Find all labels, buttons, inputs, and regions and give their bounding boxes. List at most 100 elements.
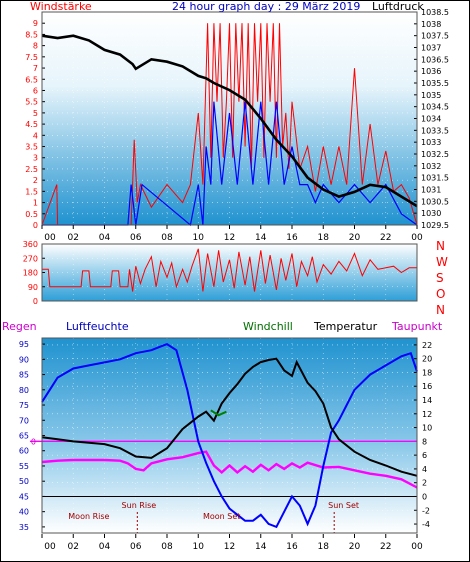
chart-3-layer: 35404550556065707580859095-4-20246810121… bbox=[19, 337, 432, 552]
chart3-x-label-0: 00 bbox=[44, 542, 56, 552]
chart1-x-label-11: 22 bbox=[380, 233, 391, 243]
chart1-left-tick-5: 2.5 bbox=[25, 165, 38, 174]
chart3-left-tick-5: 60 bbox=[19, 447, 29, 456]
chart3-left-tick-3: 50 bbox=[19, 477, 29, 486]
chart1-left-tick-15: 7.5 bbox=[25, 53, 38, 62]
humidity-line bbox=[41, 342, 418, 529]
chart1-left-tick-3: 1.5 bbox=[25, 187, 38, 196]
pressure-axis-title: Luftdruck bbox=[372, 0, 424, 13]
chart3-x-label-9: 18 bbox=[318, 542, 330, 552]
chart3-right-tick-11: 18 bbox=[422, 368, 432, 377]
chart1-right-tick-5: 1032 bbox=[421, 162, 441, 171]
chart3-x-label-7: 14 bbox=[255, 542, 267, 552]
chart1-left-tick-9: 4.5 bbox=[25, 120, 38, 129]
chart-2-layer: 0 90 180 270 360 bbox=[23, 240, 418, 306]
chart1-left-tick-2: 1 bbox=[33, 199, 38, 208]
moon-rise-label: Moon Rise bbox=[68, 512, 109, 521]
chart1-left-tick-6: 3 bbox=[33, 154, 38, 163]
chart1-right-tick-6: 1032.5 bbox=[421, 150, 449, 159]
chart1-right-tick-9: 1034 bbox=[421, 115, 441, 124]
sun-set-label: Sun Set bbox=[328, 501, 359, 510]
chart1-x-label-3: 06 bbox=[130, 233, 142, 243]
wind-direction-line bbox=[42, 248, 417, 292]
chart1-x-label-2: 04 bbox=[99, 233, 111, 243]
chart1-left-tick-18: 9 bbox=[33, 19, 38, 28]
direction-label-w: W bbox=[436, 255, 448, 269]
chart3-right-tick-2: 0 bbox=[422, 492, 427, 501]
windchill-line bbox=[210, 409, 227, 417]
chart3-right-tick-3: 2 bbox=[422, 479, 427, 488]
chart3-left-tick-0: 35 bbox=[19, 523, 29, 532]
chart1-x-label-12: 00 bbox=[411, 233, 423, 243]
direction-label-s: S bbox=[436, 271, 444, 285]
chart3-x-label-2: 04 bbox=[99, 542, 111, 552]
chart1-left-tick-0: 0 bbox=[33, 221, 38, 230]
chart2-left-tick-4: 360 bbox=[23, 240, 38, 249]
chart1-x-label-10: 20 bbox=[349, 233, 361, 243]
chart2-left-tick-2: 180 bbox=[23, 269, 38, 278]
chart1-left-tick-7: 3.5 bbox=[25, 143, 38, 152]
chart3-right-tick-6: 8 bbox=[422, 437, 427, 446]
chart3-left-tick-2: 45 bbox=[19, 492, 29, 501]
chart3-left-tick-1: 40 bbox=[19, 508, 29, 517]
chart3-x-label-8: 16 bbox=[286, 542, 298, 552]
chart1-left-tick-13: 6.5 bbox=[25, 75, 38, 84]
chart3-x-label-11: 22 bbox=[380, 542, 391, 552]
chart1-left-tick-10: 5 bbox=[33, 109, 38, 118]
chart1-x-label-0: 00 bbox=[44, 233, 56, 243]
direction-label-n-top: N bbox=[436, 239, 445, 253]
chart2-frame bbox=[41, 243, 418, 302]
chart3-right-tick-8: 12 bbox=[422, 410, 432, 419]
chart1-right-tick-2: 1030.5 bbox=[421, 197, 449, 206]
rain-axis-zero: 0 bbox=[31, 437, 36, 446]
chart1-x-label-8: 16 bbox=[286, 233, 298, 243]
chart1-right-tick-12: 1035.5 bbox=[421, 79, 449, 88]
chart1-left-tick-4: 2 bbox=[33, 176, 38, 185]
chart1-left-tick-16: 8 bbox=[33, 42, 38, 51]
chart1-right-tick-13: 1036 bbox=[421, 67, 441, 76]
chart1-right-tick-16: 1037.5 bbox=[421, 32, 449, 41]
chart3-left-tick-4: 55 bbox=[19, 462, 29, 471]
legend-windchill: Windchill bbox=[243, 320, 293, 333]
chart3-x-label-1: 02 bbox=[68, 542, 79, 552]
chart1-left-tick-12: 6 bbox=[33, 86, 38, 95]
chart1-right-tick-1: 1030 bbox=[421, 209, 441, 218]
chart3-left-tick-11: 90 bbox=[19, 355, 29, 364]
direction-label-o: O bbox=[436, 287, 446, 301]
chart3-right-tick-12: 20 bbox=[422, 355, 432, 364]
pressure-line bbox=[41, 34, 418, 208]
chart1-x-label-9: 18 bbox=[318, 233, 330, 243]
chart3-left-tick-8: 75 bbox=[19, 401, 29, 410]
chart3-right-tick-5: 6 bbox=[422, 451, 427, 460]
chart3-left-tick-12: 95 bbox=[19, 340, 29, 349]
temperature-humidity-plot-area bbox=[42, 338, 417, 533]
moon-set-label: Moon Set bbox=[203, 512, 240, 521]
chart2-left-tick-1: 90 bbox=[28, 283, 38, 292]
chart3-frame bbox=[41, 337, 418, 534]
chart1-right-tick-7: 1033 bbox=[421, 138, 441, 147]
chart3-x-label-10: 20 bbox=[349, 542, 361, 552]
chart1-x-label-1: 02 bbox=[68, 233, 79, 243]
chart3-x-label-5: 10 bbox=[193, 542, 205, 552]
chart1-right-tick-10: 1034.5 bbox=[421, 103, 449, 112]
chart1-x-label-7: 14 bbox=[255, 233, 267, 243]
chart1-right-tick-15: 1037 bbox=[421, 44, 441, 53]
chart1-right-tick-18: 1038.5 bbox=[421, 8, 449, 17]
chart1-x-label-4: 08 bbox=[161, 233, 173, 243]
chart-1-layer: 00.511.522.533.544.555.566.577.588.59102… bbox=[25, 8, 449, 243]
sun-rise-label: Sun Rise bbox=[122, 501, 157, 510]
chart3-left-tick-10: 85 bbox=[19, 371, 29, 380]
chart3-right-tick-10: 16 bbox=[422, 382, 432, 391]
chart1-left-tick-11: 5.5 bbox=[25, 98, 38, 107]
wind-axis-title: Windstärke bbox=[30, 0, 92, 13]
chart1-x-label-5: 10 bbox=[193, 233, 205, 243]
chart1-right-tick-8: 1033.5 bbox=[421, 126, 449, 135]
chart2-left-tick-0: 0 bbox=[33, 297, 38, 306]
chart3-right-tick-4: 4 bbox=[422, 465, 427, 474]
chart1-right-tick-11: 1035 bbox=[421, 91, 441, 100]
chart1-left-tick-1: 0.5 bbox=[25, 210, 38, 219]
chart2-left-tick-3: 270 bbox=[23, 254, 38, 263]
chart3-x-label-4: 08 bbox=[161, 542, 173, 552]
